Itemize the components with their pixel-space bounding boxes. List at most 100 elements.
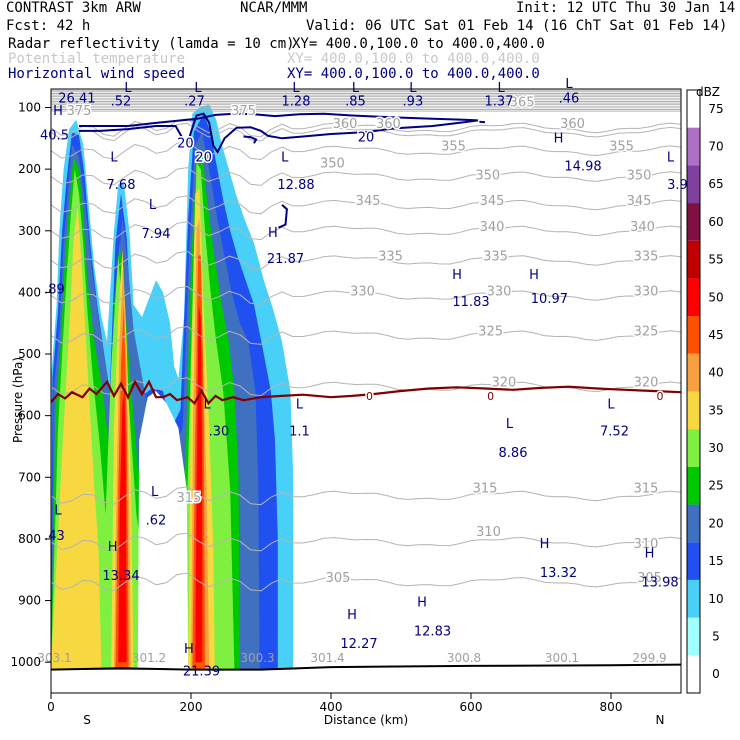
wind-value-label: 1.37 bbox=[485, 95, 514, 110]
colorbar-unit: dBZ bbox=[696, 85, 720, 99]
wind-contour-label: 20 bbox=[358, 130, 375, 145]
wind-value-label: .89 bbox=[44, 283, 65, 298]
contour-labels: 375 375 360 360 365 360 355 355 350 350 350 345 345 3… bbox=[37, 77, 688, 680]
forecast-hour: Fcst: 42 h bbox=[6, 18, 91, 34]
colorbar-box-65 bbox=[687, 165, 700, 204]
theta-label: 310 bbox=[634, 537, 659, 552]
wind-extremum-marker: H bbox=[452, 268, 462, 283]
y-tick-label: 800 bbox=[18, 532, 41, 546]
theta-contours bbox=[51, 118, 681, 592]
surface-theta-label: 301.4 bbox=[310, 651, 344, 665]
theta-label: 325 bbox=[478, 325, 503, 340]
colorbar-label: 50 bbox=[708, 290, 723, 304]
field-xy-reflectivity: XY= 400.0,100.0 to 400.0,400.0 bbox=[292, 36, 545, 52]
x-end-label-left: S bbox=[83, 713, 91, 727]
center-title: NCAR/MMM bbox=[240, 0, 308, 16]
colorbar-box-50 bbox=[687, 278, 700, 317]
x-tick-label: 800 bbox=[600, 700, 623, 714]
wind-value-label: 1.1 bbox=[289, 424, 310, 439]
colorbar-label: 45 bbox=[708, 328, 723, 342]
wind-value-label: .85 bbox=[345, 95, 366, 110]
wind-extremum-marker: L bbox=[565, 77, 573, 92]
theta-label: 375 bbox=[231, 104, 256, 119]
y-axis-label: Pressure (hPa) bbox=[11, 357, 25, 443]
y-tick-label: 600 bbox=[18, 409, 41, 423]
plot-frame bbox=[50, 88, 682, 694]
wind-extremum-marker: L bbox=[151, 485, 159, 500]
theta-contour-310 bbox=[51, 532, 681, 552]
colorbar-box-70 bbox=[687, 127, 700, 166]
colorbar-box-35 bbox=[687, 391, 700, 430]
reflectivity-region-35dbz bbox=[51, 206, 102, 670]
wind-value-label: 8.86 bbox=[499, 446, 528, 461]
wind-extremum-marker: H bbox=[184, 642, 194, 657]
wind-value-label: 21.87 bbox=[267, 252, 304, 267]
wind-extremum-marker: H bbox=[268, 226, 278, 241]
y-tick-label: 1000 bbox=[10, 655, 41, 669]
x-end-label-right: N bbox=[656, 713, 665, 727]
theta-contour-305 bbox=[51, 572, 681, 592]
wind-value-label: .43 bbox=[44, 529, 65, 544]
theta-label: 345 bbox=[627, 194, 652, 209]
freezing-level-line bbox=[51, 379, 681, 406]
field-name-reflectivity: Radar reflectivity (lamda = 10 cm) bbox=[8, 36, 295, 52]
field-xy-theta: XY= 400.0,100.0 to 400.0,400.0 bbox=[287, 51, 540, 67]
theta-contour-335 bbox=[51, 250, 681, 270]
wind-contours bbox=[79, 112, 486, 229]
colorbar-label: 35 bbox=[708, 403, 723, 417]
y-tick-label: 400 bbox=[18, 285, 41, 299]
colorbar-box-5 bbox=[687, 617, 700, 656]
y-tick-label: 100 bbox=[18, 100, 41, 114]
init-time: Init: 12 UTC Thu 30 Jan 14 bbox=[516, 0, 736, 16]
colorbar: 0 5 10 15 20 25 30 35 40 45 50 55 60 65 70 75 bbox=[686, 89, 724, 694]
theta-label: 315 bbox=[176, 491, 201, 506]
colorbar-box-60 bbox=[687, 203, 700, 241]
wind-extremum-marker: H bbox=[540, 537, 550, 552]
theta-label: 355 bbox=[609, 140, 634, 155]
x-tick-label: 600 bbox=[460, 700, 483, 714]
wind-extremum-marker: L bbox=[296, 397, 304, 412]
wind-extremum-marker: H bbox=[53, 104, 63, 119]
upper-theta-contour-band bbox=[51, 89, 681, 112]
wind-extremum-marker: L bbox=[110, 151, 118, 166]
theta-label: 340 bbox=[630, 220, 655, 235]
theta-label: 360 bbox=[560, 117, 585, 132]
theta-label: 355 bbox=[441, 140, 466, 155]
wind-value-label: 13.98 bbox=[641, 575, 678, 590]
freezing-level-label: 0 bbox=[657, 390, 664, 403]
theta-contour-355 bbox=[51, 141, 681, 161]
wind-contour-20 bbox=[278, 204, 288, 229]
wind-contour-20 bbox=[243, 135, 258, 144]
wind-contour-20 bbox=[79, 112, 479, 154]
wind-value-label: .62 bbox=[146, 514, 167, 529]
wind-value-label: 21.39 bbox=[183, 665, 220, 680]
wind-extremum-marker: H bbox=[645, 546, 655, 561]
freezing-level-contour bbox=[51, 379, 681, 406]
theta-label: 335 bbox=[634, 249, 659, 264]
wind-value-label: 13.32 bbox=[540, 566, 577, 581]
field-name-wind: Horizontal wind speed bbox=[8, 66, 186, 82]
wind-value-label: 11.83 bbox=[452, 295, 489, 310]
colorbar-box-10 bbox=[687, 579, 700, 618]
colorbar-label: 20 bbox=[708, 516, 723, 530]
surface-line bbox=[51, 663, 681, 671]
wind-value-label: .52 bbox=[111, 95, 132, 110]
wind-contour-label: 20 bbox=[177, 137, 194, 152]
theta-label: 365 bbox=[510, 95, 535, 110]
colorbar-box-30 bbox=[687, 429, 700, 467]
wind-extremum-marker: H bbox=[554, 132, 564, 147]
colorbar-box-20 bbox=[687, 504, 700, 543]
x-tick-label: 200 bbox=[180, 700, 203, 714]
wind-value-label: .27 bbox=[184, 95, 205, 110]
colorbar-box-0 bbox=[687, 655, 700, 693]
y-tick-label: 300 bbox=[18, 224, 41, 238]
theta-contour-350 bbox=[51, 167, 681, 186]
wind-value-label: .30 bbox=[209, 424, 230, 439]
theta-label: 305 bbox=[637, 571, 662, 586]
wind-value-label: 1.28 bbox=[282, 95, 311, 110]
reflectivity-region-50dbz bbox=[118, 391, 127, 663]
wind-value-label: 7.94 bbox=[142, 227, 171, 242]
y-tick-label: 900 bbox=[18, 594, 41, 608]
theta-label: 330 bbox=[487, 284, 512, 299]
surface-theta-label: 300.8 bbox=[447, 651, 481, 665]
